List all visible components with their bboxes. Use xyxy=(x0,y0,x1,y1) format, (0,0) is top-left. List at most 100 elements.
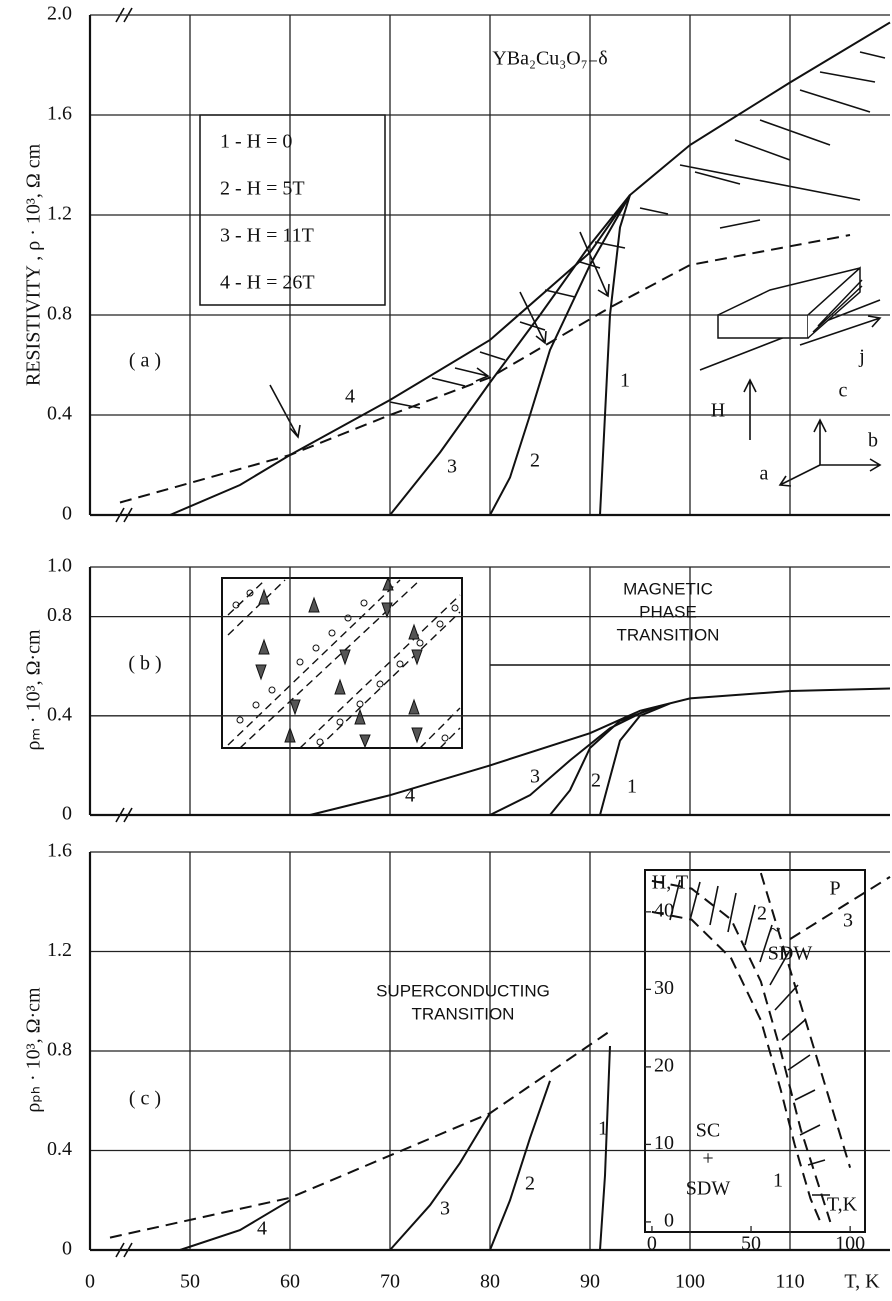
y-tick-label: 0.8 xyxy=(47,604,72,626)
legend-entry: 4 - H = 26T xyxy=(220,272,315,294)
curve-label: 4 xyxy=(257,1218,267,1240)
annotation: ( b ) xyxy=(128,653,161,675)
y-axis-label: ρₚₕ · 10³, Ω·cm xyxy=(23,987,45,1113)
curve-label: 2 xyxy=(757,903,767,925)
y-tick-label: 1.6 xyxy=(47,103,72,125)
y-tick-label: 0.4 xyxy=(47,703,72,725)
curve xyxy=(489,194,631,516)
annotation: TRANSITION xyxy=(412,1004,515,1023)
curve xyxy=(109,1030,611,1239)
y-tick-label: 30 xyxy=(654,977,674,999)
x-tick-label: 0 xyxy=(647,1233,657,1255)
y-tick-label: 0 xyxy=(62,803,72,825)
annotation: a xyxy=(760,463,769,485)
curve-label: 2 xyxy=(530,450,540,472)
curve xyxy=(651,910,822,1223)
curve-label: 4 xyxy=(405,785,415,807)
y-axis-label: H, T xyxy=(652,872,688,894)
phase-hatching xyxy=(669,879,830,1196)
curve-label: 3 xyxy=(843,910,853,932)
x-tick-label: 100 xyxy=(675,1271,705,1293)
annotation: j xyxy=(858,346,865,368)
curve xyxy=(489,707,651,816)
annotation: SUPERCONDUCTING xyxy=(376,981,550,1000)
y-tick-label: 20 xyxy=(654,1054,674,1076)
curve-label: 1 xyxy=(598,1118,608,1140)
curve xyxy=(309,687,891,816)
legend-box xyxy=(199,114,386,306)
annotation: H xyxy=(711,400,725,422)
curve xyxy=(789,876,891,940)
y-tick-label: 0.4 xyxy=(47,1138,72,1160)
panel: 0 0.4 0.8 1.0 ρₘ · 10³, Ω·cm 1 2 3 4 MAGNETIC PHAS… xyxy=(23,555,891,825)
curve xyxy=(389,1112,491,1251)
x-tick-label: 110 xyxy=(775,1271,804,1293)
annotation: c xyxy=(839,380,848,402)
curve-label: 2 xyxy=(591,770,601,792)
x-tick-label: 70 xyxy=(380,1271,400,1293)
annotation: MAGNETIC xyxy=(623,579,713,598)
y-tick-label: 1.6 xyxy=(47,840,72,862)
curve-label: 1 xyxy=(773,1170,783,1192)
annotation: P xyxy=(829,878,840,900)
x-tick-label: 50 xyxy=(741,1233,761,1255)
curve xyxy=(489,1080,551,1251)
y-tick-label: 0.8 xyxy=(47,303,72,325)
annotation: SDW xyxy=(768,943,813,965)
curve xyxy=(599,702,671,816)
y-tick-label: 0.4 xyxy=(47,403,72,425)
legend-entry: 1 - H = 0 xyxy=(220,131,292,153)
curve-label: 3 xyxy=(530,766,540,788)
curve xyxy=(651,879,832,1223)
curve xyxy=(119,234,851,504)
crystal xyxy=(717,266,863,339)
y-tick-label: 1.2 xyxy=(47,203,72,225)
y-tick-label: 2.0 xyxy=(47,3,72,25)
curve-label: 2 xyxy=(525,1173,535,1195)
x-tick-label: 0 xyxy=(85,1271,95,1293)
annotation: ~ xyxy=(770,920,781,942)
curve xyxy=(389,194,631,516)
curve xyxy=(169,21,891,516)
curve xyxy=(179,1199,291,1251)
annotation: TRANSITION xyxy=(617,625,720,644)
curve xyxy=(599,1045,611,1251)
y-axis-label: ρₘ · 10³, Ω·cm xyxy=(23,629,45,750)
annotation: PHASE xyxy=(639,602,697,621)
y-tick-label: 1.2 xyxy=(47,939,72,961)
annotation: b xyxy=(868,430,878,452)
annotation: SC xyxy=(696,1120,720,1142)
curve-label: 1 xyxy=(627,776,637,798)
curve-label: 1 xyxy=(620,370,630,392)
x-tick-label: 90 xyxy=(580,1271,600,1293)
y-tick-label: 40 xyxy=(654,899,674,921)
x-tick-label: 60 xyxy=(280,1271,300,1293)
y-tick-label: 10 xyxy=(654,1132,674,1154)
annotation: ( a ) xyxy=(129,350,161,372)
x-axis-label: T,K xyxy=(827,1194,858,1216)
lattice-inset xyxy=(221,576,463,749)
panel: 0 0.4 0.8 1.2 1.6 2.0 RESISTIVITY , ρ · 10³, Ω… xyxy=(23,3,891,525)
annotation: + xyxy=(702,1148,713,1170)
y-tick-label: 0 xyxy=(664,1210,674,1232)
x-tick-label: 80 xyxy=(480,1271,500,1293)
annotation: YBa₂Cu₃O₇₋δ xyxy=(492,48,607,70)
y-axis-label: RESISTIVITY , ρ · 10³, Ω cm xyxy=(23,143,45,386)
y-tick-label: 0.8 xyxy=(47,1039,72,1061)
y-tick-label: 0 xyxy=(62,1238,72,1260)
y-tick-label: 1.0 xyxy=(47,555,72,577)
y-tick-label: 0 xyxy=(62,503,72,525)
legend-entry: 3 - H = 11T xyxy=(220,225,314,247)
curve xyxy=(759,872,852,1168)
curve xyxy=(599,194,631,516)
curve-label: 3 xyxy=(447,456,457,478)
axis-breaks xyxy=(115,7,133,1258)
curve-label: 4 xyxy=(345,386,355,408)
curve-label: 3 xyxy=(440,1198,450,1220)
x-axis-label: T, K xyxy=(844,1271,880,1293)
x-tick-label: 100 xyxy=(835,1233,865,1255)
annotation: SDW xyxy=(686,1178,731,1200)
